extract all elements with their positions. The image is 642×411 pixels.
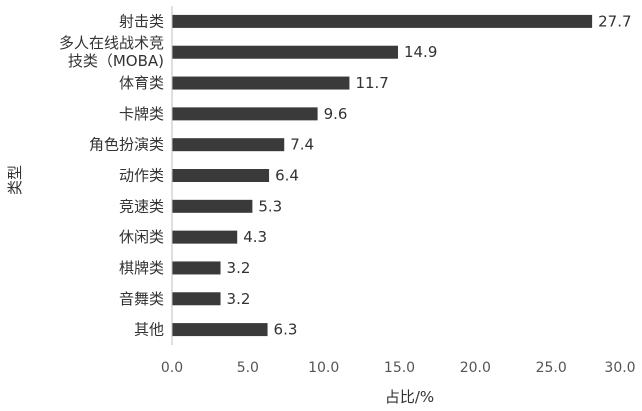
category-label-4: 角色扮演类 <box>89 136 164 154</box>
category-label-10: 其他 <box>134 321 164 339</box>
bars-group <box>172 14 593 337</box>
category-label-7: 休闲类 <box>119 228 164 246</box>
category-label-6: 竞速类 <box>119 197 164 215</box>
bar-2 <box>172 76 350 90</box>
x-tick-label-5: 25.0 <box>536 360 567 376</box>
bar-1 <box>172 45 398 59</box>
category-label-9: 音舞类 <box>119 290 164 308</box>
x-tick-label-0: 0.0 <box>161 360 183 376</box>
bar-4 <box>172 138 285 152</box>
value-label-10: 6.3 <box>274 321 298 339</box>
category-label-2: 体育类 <box>119 74 164 92</box>
value-labels-group: 27.7 14.9 11.7 9.6 7.4 6.4 5.3 4.3 3.2 3.2 6.3 <box>227 12 632 338</box>
x-tick-label-1: 5.0 <box>237 360 259 376</box>
bar-0 <box>172 14 593 28</box>
value-label-5: 6.4 <box>275 167 299 185</box>
bar-3 <box>172 107 318 121</box>
category-label-1-line-1: 技类（MOBA) <box>68 52 164 70</box>
category-label-0: 射击类 <box>119 12 164 30</box>
category-label-3: 卡牌类 <box>119 105 164 123</box>
value-label-2: 11.7 <box>355 74 388 92</box>
value-label-9: 3.2 <box>227 290 251 308</box>
bar-8 <box>172 261 221 275</box>
x-tick-label-6: 30.0 <box>604 360 635 376</box>
bar-5 <box>172 169 270 182</box>
y-axis-title: 类型 <box>6 165 24 195</box>
value-label-4: 7.4 <box>290 136 314 154</box>
bar-7 <box>172 230 238 244</box>
category-label-8: 棋牌类 <box>119 259 164 277</box>
x-tick-labels-group: 0.0 5.0 10.0 15.0 20.0 25.0 30.0 <box>161 360 636 376</box>
x-tick-label-2: 10.0 <box>308 360 339 376</box>
x-tick-label-4: 20.0 <box>460 360 491 376</box>
x-tick-label-3: 15.0 <box>384 360 415 376</box>
value-label-3: 9.6 <box>324 105 348 123</box>
x-axis-title: 占比/% <box>385 388 434 406</box>
bar-10 <box>172 323 268 337</box>
value-label-7: 4.3 <box>243 228 267 246</box>
value-label-1: 14.9 <box>404 43 437 61</box>
value-label-8: 3.2 <box>227 259 251 277</box>
category-label-5: 动作类 <box>119 167 164 185</box>
value-label-6: 5.3 <box>258 197 282 215</box>
bar-9 <box>172 292 221 306</box>
bar-6 <box>172 199 253 213</box>
category-label-1-line-0: 多人在线战术竞 <box>59 34 164 52</box>
value-label-0: 27.7 <box>598 12 631 30</box>
